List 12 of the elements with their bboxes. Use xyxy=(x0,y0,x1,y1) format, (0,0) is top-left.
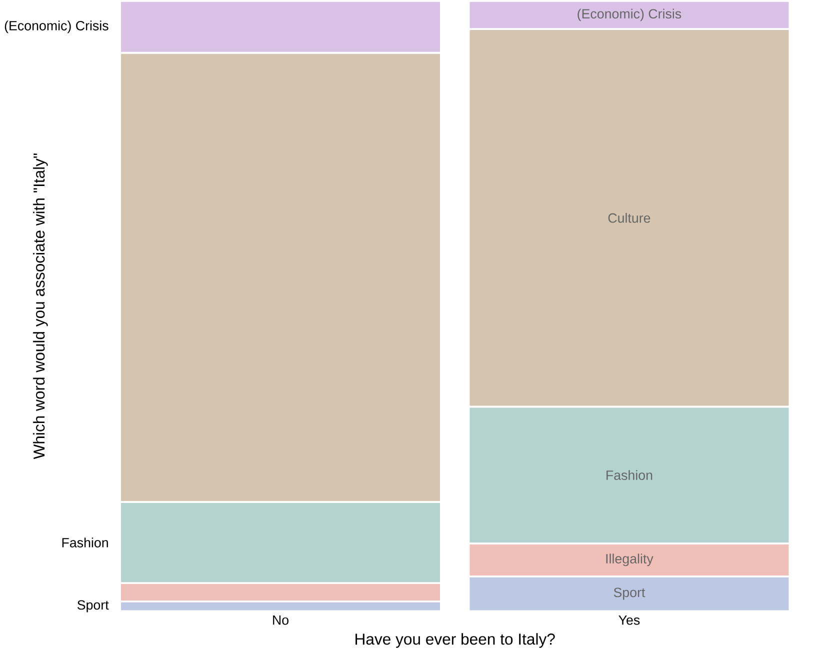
x-axis-title: Have you ever been to Italy? xyxy=(356,633,555,648)
x-tick-label: No xyxy=(273,616,288,625)
y-axis-title: Which word would you associate with "Italy" xyxy=(33,154,48,460)
series-label: Fashion xyxy=(606,470,652,480)
series-label: (Economic) Crisis xyxy=(578,8,682,22)
annotation: Sport xyxy=(77,600,109,612)
annotation: (Economic) Crisis xyxy=(4,20,108,34)
series-label: Culture xyxy=(608,212,650,223)
annotation: Fashion xyxy=(62,538,108,548)
series-label: Illegality xyxy=(606,554,654,566)
series-label: Sport xyxy=(614,588,646,600)
x-tick-label: Yes xyxy=(618,616,640,625)
